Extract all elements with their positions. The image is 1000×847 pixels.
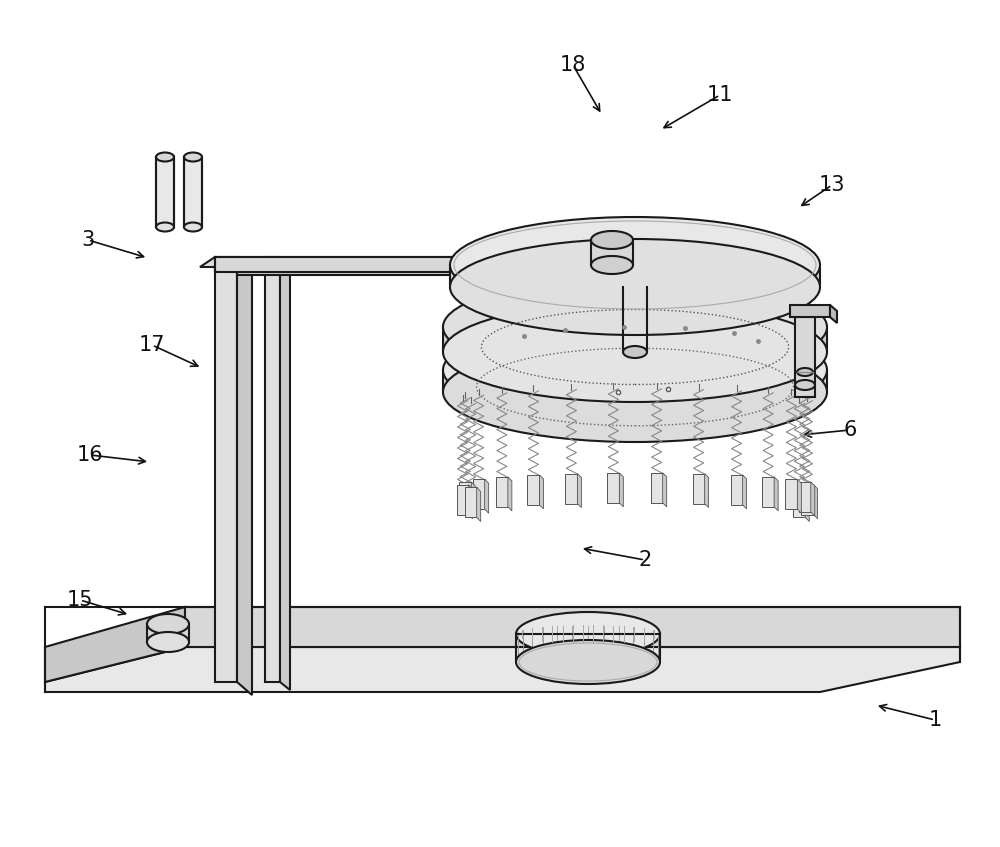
Bar xyxy=(762,477,774,507)
Bar xyxy=(473,479,485,509)
Text: 1: 1 xyxy=(928,710,942,730)
Polygon shape xyxy=(795,317,815,397)
Polygon shape xyxy=(705,473,709,507)
Ellipse shape xyxy=(184,223,202,231)
Polygon shape xyxy=(215,257,470,272)
Bar xyxy=(527,475,539,505)
Polygon shape xyxy=(450,265,820,287)
Polygon shape xyxy=(237,263,525,273)
Polygon shape xyxy=(280,257,290,690)
Polygon shape xyxy=(471,482,475,516)
Polygon shape xyxy=(485,479,489,513)
Polygon shape xyxy=(577,473,581,507)
Polygon shape xyxy=(147,624,189,642)
Polygon shape xyxy=(185,607,960,647)
Polygon shape xyxy=(265,257,280,682)
Polygon shape xyxy=(619,473,623,507)
Ellipse shape xyxy=(184,152,202,162)
Polygon shape xyxy=(805,488,809,522)
Text: 3: 3 xyxy=(81,230,95,250)
Ellipse shape xyxy=(443,342,827,442)
Ellipse shape xyxy=(797,368,813,376)
Bar xyxy=(693,473,705,503)
Polygon shape xyxy=(508,477,512,511)
Text: 15: 15 xyxy=(67,590,93,610)
Text: 6: 6 xyxy=(843,420,857,440)
Bar xyxy=(465,488,477,518)
Polygon shape xyxy=(790,305,830,317)
Polygon shape xyxy=(237,257,252,695)
Text: 17: 17 xyxy=(139,335,165,355)
Ellipse shape xyxy=(450,239,820,335)
Polygon shape xyxy=(830,305,837,323)
Ellipse shape xyxy=(147,614,189,634)
Bar xyxy=(801,484,813,515)
Polygon shape xyxy=(237,263,510,275)
Bar xyxy=(457,484,469,515)
Polygon shape xyxy=(743,475,747,509)
Text: 11: 11 xyxy=(707,85,733,105)
Ellipse shape xyxy=(147,632,189,652)
Polygon shape xyxy=(156,157,174,227)
Bar xyxy=(785,479,797,509)
Bar xyxy=(793,488,805,518)
Polygon shape xyxy=(477,488,481,522)
Ellipse shape xyxy=(623,346,647,358)
Ellipse shape xyxy=(591,231,633,249)
Bar xyxy=(731,475,743,505)
Ellipse shape xyxy=(516,612,660,656)
Bar xyxy=(565,473,577,503)
Bar xyxy=(651,473,663,503)
Polygon shape xyxy=(45,647,960,692)
Polygon shape xyxy=(811,482,815,516)
Bar xyxy=(799,482,811,512)
Polygon shape xyxy=(797,479,801,513)
Ellipse shape xyxy=(795,380,815,390)
Text: 2: 2 xyxy=(638,550,652,570)
Text: 18: 18 xyxy=(560,55,586,75)
Ellipse shape xyxy=(591,256,633,274)
Bar xyxy=(459,482,471,512)
Bar xyxy=(496,477,508,507)
Polygon shape xyxy=(539,475,543,509)
Polygon shape xyxy=(663,473,667,507)
Text: 13: 13 xyxy=(819,175,845,195)
Ellipse shape xyxy=(156,223,174,231)
Ellipse shape xyxy=(443,302,827,402)
Bar xyxy=(607,473,619,503)
Polygon shape xyxy=(443,370,827,392)
Polygon shape xyxy=(45,607,185,682)
Polygon shape xyxy=(813,484,817,518)
Polygon shape xyxy=(184,157,202,227)
Polygon shape xyxy=(774,477,778,511)
Polygon shape xyxy=(215,257,237,682)
Ellipse shape xyxy=(443,277,827,377)
Polygon shape xyxy=(200,257,485,267)
Polygon shape xyxy=(591,240,633,265)
Ellipse shape xyxy=(156,152,174,162)
Polygon shape xyxy=(469,484,473,518)
Ellipse shape xyxy=(443,320,827,420)
Ellipse shape xyxy=(450,217,820,313)
Polygon shape xyxy=(443,327,827,352)
Text: 16: 16 xyxy=(77,445,103,465)
Ellipse shape xyxy=(516,640,660,684)
